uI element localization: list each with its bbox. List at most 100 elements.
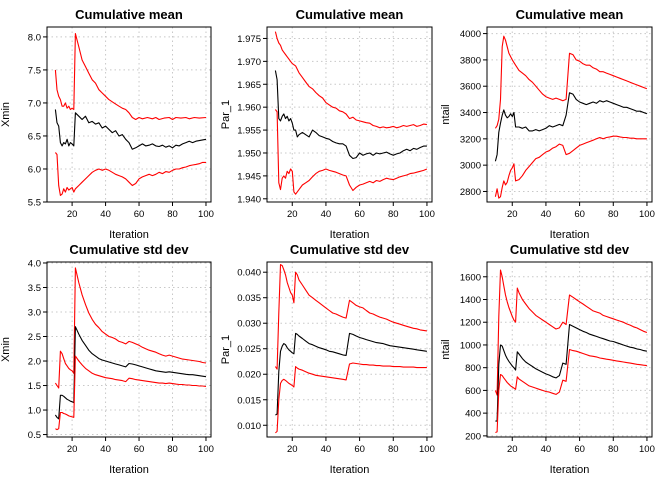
x-tick-label-1: 40 xyxy=(321,444,332,455)
y-tick-label-0: 200 xyxy=(465,431,481,442)
y-tick-label-6: 1400 xyxy=(460,295,481,306)
chart-panel-5: 20 40 60 80 100 0.010 0.015 0.020 0.025 0.030 0.03… xyxy=(220,242,435,476)
y-tick-label-1: 0.015 xyxy=(237,395,261,406)
series-line-3 xyxy=(274,109,428,195)
y-tick-label-2: 6.5 xyxy=(28,131,41,142)
x-axis-label: Iteration xyxy=(109,229,149,241)
y-tick-label-4: 1000 xyxy=(460,340,481,351)
series-line-2 xyxy=(274,70,427,160)
series-line-2 xyxy=(495,323,647,422)
y-tick-label-3: 3400 xyxy=(460,108,481,119)
x-tick-label-3: 80 xyxy=(388,209,399,220)
series-line-2 xyxy=(494,92,648,162)
y-tick-label-1: 3000 xyxy=(460,161,481,172)
x-tick-label-2: 60 xyxy=(134,444,145,455)
y-axis-label: Xmin xyxy=(0,337,12,362)
plot-frame xyxy=(266,26,433,203)
y-tick-label-7: 1600 xyxy=(460,272,481,283)
y-tick-label-5: 1.965 xyxy=(237,80,261,91)
plot-frame xyxy=(266,261,433,438)
plot-frame xyxy=(486,26,653,203)
y-tick-label-7: 4.0 xyxy=(28,258,41,269)
series-line-3 xyxy=(494,135,647,199)
chart-title: Cumulative mean xyxy=(296,7,404,22)
x-tick-label-3: 80 xyxy=(167,444,178,455)
y-tick-label-2: 1.5 xyxy=(28,381,41,392)
x-tick-label-0: 20 xyxy=(287,444,298,455)
y-tick-label-0: 0.5 xyxy=(28,430,41,441)
series-line-2 xyxy=(275,332,427,416)
y-tick-label-6: 0.040 xyxy=(237,268,261,279)
y-tick-label-0: 0.010 xyxy=(237,421,261,432)
plot-frame xyxy=(486,261,653,438)
y-axis-label: ntail xyxy=(440,104,452,124)
y-tick-label-0: 5.5 xyxy=(28,198,41,209)
series-line-1 xyxy=(54,267,207,389)
x-tick-label-2: 60 xyxy=(354,444,365,455)
y-tick-label-3: 0.025 xyxy=(237,344,261,355)
x-tick-label-3: 80 xyxy=(608,444,619,455)
y-tick-label-0: 1.940 xyxy=(237,194,261,205)
x-tick-label-4: 100 xyxy=(419,444,435,455)
chart-panel-1: 20 40 60 80 100 5.5 6.0 6.5 7.0 7.5 8.0 Cumulative … xyxy=(0,7,214,241)
x-tick-label-0: 20 xyxy=(67,444,78,455)
y-tick-label-5: 3.0 xyxy=(28,308,41,319)
x-tick-label-1: 40 xyxy=(541,444,552,455)
y-tick-label-0: 2800 xyxy=(460,187,481,198)
y-tick-label-4: 1.960 xyxy=(237,103,261,114)
chart-title: Cumulative std dev xyxy=(290,242,410,257)
plot-frame xyxy=(46,26,212,203)
x-tick-label-1: 40 xyxy=(100,209,111,220)
series-line-3 xyxy=(54,152,206,196)
y-tick-label-4: 2.5 xyxy=(28,332,41,343)
chart-title: Cumulative mean xyxy=(75,7,183,22)
x-tick-label-2: 60 xyxy=(574,209,585,220)
y-tick-label-2: 0.020 xyxy=(237,370,261,381)
chart-panel-2: 20 40 60 80 100 1.940 1.945 1.950 1.955 1.960 1.96… xyxy=(220,7,435,241)
x-tick-label-3: 80 xyxy=(388,444,399,455)
y-tick-label-1: 400 xyxy=(465,409,481,420)
series-line-1 xyxy=(494,35,648,129)
x-tick-label-4: 100 xyxy=(198,209,214,220)
y-axis-label: ntail xyxy=(440,339,452,359)
y-axis-label: Par_1 xyxy=(220,335,232,364)
y-axis-label: Xmin xyxy=(0,102,12,127)
chart-panel-3: 20 40 60 80 100 2800 3000 3200 3400 3600 3800 4000 C… xyxy=(440,7,655,241)
series-line-1 xyxy=(274,31,427,129)
chart-title: Cumulative std dev xyxy=(69,242,189,257)
y-tick-label-3: 1.955 xyxy=(237,126,261,137)
y-tick-label-5: 1200 xyxy=(460,318,481,329)
series-line-1 xyxy=(54,33,207,121)
x-tick-label-4: 100 xyxy=(198,444,214,455)
y-tick-label-2: 1.950 xyxy=(237,148,261,159)
y-axis-label: Par_1 xyxy=(220,100,232,129)
x-tick-label-2: 60 xyxy=(574,444,585,455)
x-tick-label-0: 20 xyxy=(507,444,518,455)
chart-panel-4: 20 40 60 80 100 0.5 1.0 1.5 2.0 2.5 3.0 3.5 4.0 Cumul… xyxy=(0,242,214,476)
y-tick-label-2: 600 xyxy=(465,386,481,397)
x-axis-label: Iteration xyxy=(330,464,370,476)
x-tick-label-2: 60 xyxy=(354,209,365,220)
y-tick-label-6: 4000 xyxy=(460,29,481,40)
chart-title: Cumulative std dev xyxy=(510,242,630,257)
y-tick-label-7: 1.975 xyxy=(237,34,261,45)
chart-title: Cumulative mean xyxy=(516,7,624,22)
y-tick-label-1: 1.945 xyxy=(237,171,261,182)
x-axis-label: Iteration xyxy=(109,464,149,476)
series-line-3 xyxy=(275,362,427,434)
y-tick-label-4: 3600 xyxy=(460,82,481,93)
series-line-2 xyxy=(54,109,207,150)
y-tick-label-2: 3200 xyxy=(460,134,481,145)
y-tick-label-3: 2.0 xyxy=(28,357,41,368)
series-line-3 xyxy=(55,355,207,431)
y-tick-label-1: 6.0 xyxy=(28,164,41,175)
x-axis-label: Iteration xyxy=(330,229,370,241)
y-tick-label-5: 0.035 xyxy=(237,293,261,304)
y-tick-label-6: 3.5 xyxy=(28,283,41,294)
y-tick-label-5: 3800 xyxy=(460,55,481,66)
series-line-1 xyxy=(494,269,648,396)
y-tick-label-6: 1.970 xyxy=(237,57,261,68)
x-tick-label-3: 80 xyxy=(167,209,178,220)
plot-frame xyxy=(46,261,212,438)
